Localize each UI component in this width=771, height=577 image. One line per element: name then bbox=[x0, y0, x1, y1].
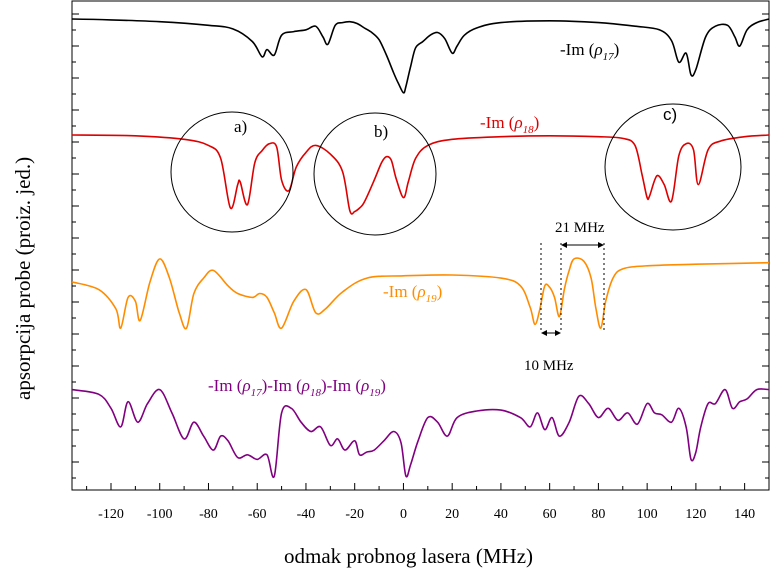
arrowhead-21-left bbox=[561, 242, 567, 248]
arrowhead-10-right bbox=[555, 330, 561, 336]
arrowhead-21-right bbox=[598, 242, 604, 248]
x-tick-label: 0 bbox=[400, 507, 407, 522]
x-tick-label: -80 bbox=[199, 507, 218, 522]
circle-b-label: b) bbox=[374, 122, 388, 141]
x-tick-label: -120 bbox=[98, 507, 124, 522]
x-tick-label: 60 bbox=[543, 507, 557, 522]
x-tick-label: 100 bbox=[637, 507, 658, 522]
x-axis-label: odmak probnog lasera (MHz) bbox=[284, 544, 533, 568]
label-rho18: -Im (ρ18) bbox=[480, 113, 539, 136]
x-tick-label: -40 bbox=[297, 507, 316, 522]
x-tick-label: 80 bbox=[591, 507, 605, 522]
circle-b bbox=[313, 112, 437, 236]
label-sum: -Im (ρ17)-Im (ρ18)-Im (ρ19) bbox=[208, 376, 386, 399]
arrowhead-10-left bbox=[541, 330, 547, 336]
x-tick-label: -100 bbox=[147, 507, 173, 522]
x-tick-label: 40 bbox=[494, 507, 508, 522]
x-tick-label: -20 bbox=[345, 507, 364, 522]
x-tick-label: 120 bbox=[685, 507, 706, 522]
x-tick-label: 140 bbox=[734, 507, 755, 522]
circle-a-label: a) bbox=[234, 117, 247, 136]
series-line-3 bbox=[71, 388, 770, 479]
circle-c-label: c) bbox=[663, 105, 677, 124]
series-line-2 bbox=[71, 257, 770, 330]
plot-frame bbox=[71, 0, 770, 491]
gap-10-label: 10 MHz bbox=[524, 358, 574, 374]
x-tick-label: 20 bbox=[445, 507, 459, 522]
x-tick-label: -60 bbox=[248, 507, 267, 522]
circle-c bbox=[604, 103, 742, 231]
series-line-1 bbox=[71, 134, 770, 215]
y-axis-ticks bbox=[72, 13, 769, 479]
circle-a bbox=[170, 111, 294, 233]
series-group bbox=[71, 18, 770, 479]
label-rho19: -Im (ρ19) bbox=[383, 282, 442, 305]
x-axis-ticks: -120 -100 -80 -60 -40 -20 0 20 40 60 80 100 120 140 bbox=[86, 483, 770, 522]
y-axis-label: apsorpcija probe (proiz. jed.) bbox=[11, 157, 35, 400]
series-line-0 bbox=[71, 18, 770, 94]
label-rho17: -Im (ρ17) bbox=[560, 40, 619, 63]
gap-21-label: 21 MHz bbox=[555, 220, 605, 236]
